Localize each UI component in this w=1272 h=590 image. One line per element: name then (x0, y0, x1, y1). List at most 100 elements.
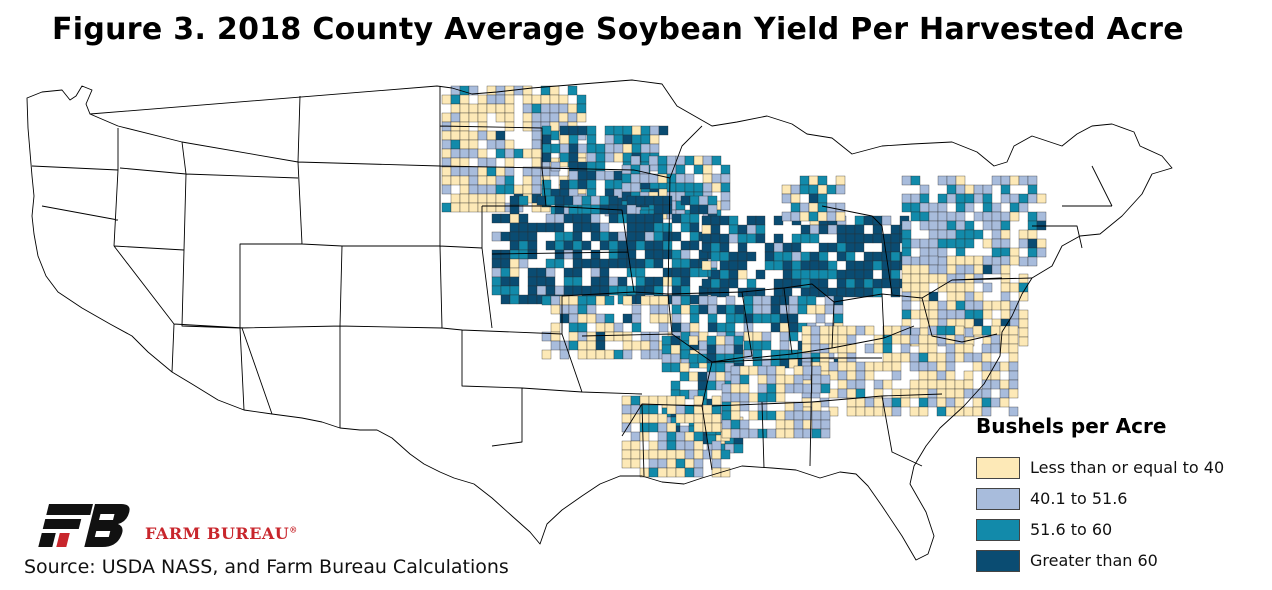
county-cell (595, 143, 606, 154)
county-cell (964, 255, 975, 266)
county-cell (799, 184, 810, 195)
county-cell (684, 431, 695, 442)
county-cell (739, 392, 750, 403)
county-cell (509, 276, 520, 287)
county-cell (549, 85, 560, 96)
farm-bureau-wordmark: FARM BUREAU® (145, 524, 298, 543)
county-cell (644, 258, 655, 269)
county-cell (459, 139, 470, 150)
county-cell (1008, 370, 1019, 381)
county-cell (845, 287, 856, 298)
county-cell (468, 130, 479, 141)
county-cell (680, 322, 691, 333)
county-cell (666, 422, 677, 433)
county-cell (972, 388, 983, 399)
county-cell (927, 370, 938, 381)
county-cell (739, 419, 750, 430)
county-cell (808, 175, 819, 186)
county-cell (680, 258, 691, 269)
county-cell (531, 121, 542, 132)
county-cell (909, 379, 920, 390)
county-cell (486, 103, 497, 114)
county-cell (991, 220, 1002, 231)
legend-label: Less than or equal to 40 (1030, 458, 1225, 477)
county-cell (541, 125, 552, 136)
county-cell (827, 224, 838, 235)
county-cell (518, 249, 529, 260)
county-cell (670, 353, 681, 364)
county-cell (766, 383, 777, 394)
county-cell (972, 361, 983, 372)
county-cell (945, 397, 956, 408)
county-cell (990, 397, 1001, 408)
county-cell (626, 204, 637, 215)
county-cell (990, 334, 1001, 345)
county-cell (590, 267, 601, 278)
county-cell (500, 213, 511, 224)
county-cell (1027, 247, 1038, 258)
county-cell (577, 322, 588, 333)
county-cell (693, 155, 704, 166)
county-cell (818, 242, 829, 253)
county-cell (946, 291, 957, 302)
county-cell (586, 125, 597, 136)
county-cell (1008, 406, 1019, 417)
county-cell (846, 370, 857, 381)
county-cell (936, 406, 947, 417)
county-cell (872, 251, 883, 262)
county-cell (797, 295, 808, 306)
county-cell (671, 213, 682, 224)
county-cell (928, 202, 939, 213)
county-cell (928, 309, 939, 320)
county-cell (680, 240, 691, 251)
county-cell (693, 431, 704, 442)
county-cell (854, 278, 865, 289)
county-cell (522, 121, 533, 132)
county-cell (819, 397, 830, 408)
county-cell (675, 164, 686, 175)
county-cell (991, 175, 1002, 186)
county-cell (536, 285, 547, 296)
county-cell (567, 103, 578, 114)
county-cell (863, 269, 874, 280)
county-cell (937, 273, 948, 284)
county-cell (779, 304, 790, 315)
county-cell (527, 231, 538, 242)
county-cell (937, 264, 948, 275)
county-cell (739, 383, 750, 394)
county-cell (666, 173, 677, 184)
county-cell (675, 395, 686, 406)
county-cell (790, 193, 801, 204)
county-cell (572, 249, 583, 260)
county-cell (900, 352, 911, 363)
county-cell (818, 278, 829, 289)
county-cell (710, 269, 721, 280)
county-cell (621, 173, 632, 184)
county-cell (872, 260, 883, 271)
county-cell (928, 238, 939, 249)
county-cell (945, 406, 956, 417)
county-cell (635, 258, 646, 269)
county-cell (716, 322, 727, 333)
county-cell (773, 287, 784, 298)
county-cell (657, 155, 668, 166)
county-cell (608, 195, 619, 206)
county-cell (945, 343, 956, 354)
county-cell (527, 294, 538, 305)
county-cell (828, 370, 839, 381)
county-cell (581, 258, 592, 269)
county-cell (919, 247, 930, 258)
county-cell (919, 211, 930, 222)
county-cell (701, 233, 712, 244)
county-cell (845, 251, 856, 262)
county-cell (711, 395, 722, 406)
county-cell (808, 202, 819, 213)
county-cell (755, 233, 766, 244)
county-cell (788, 295, 799, 306)
county-cell (846, 334, 857, 345)
county-cell (640, 331, 651, 342)
county-cell (693, 182, 704, 193)
county-cell (955, 193, 966, 204)
county-cell (1018, 175, 1029, 186)
county-cell (791, 242, 802, 253)
